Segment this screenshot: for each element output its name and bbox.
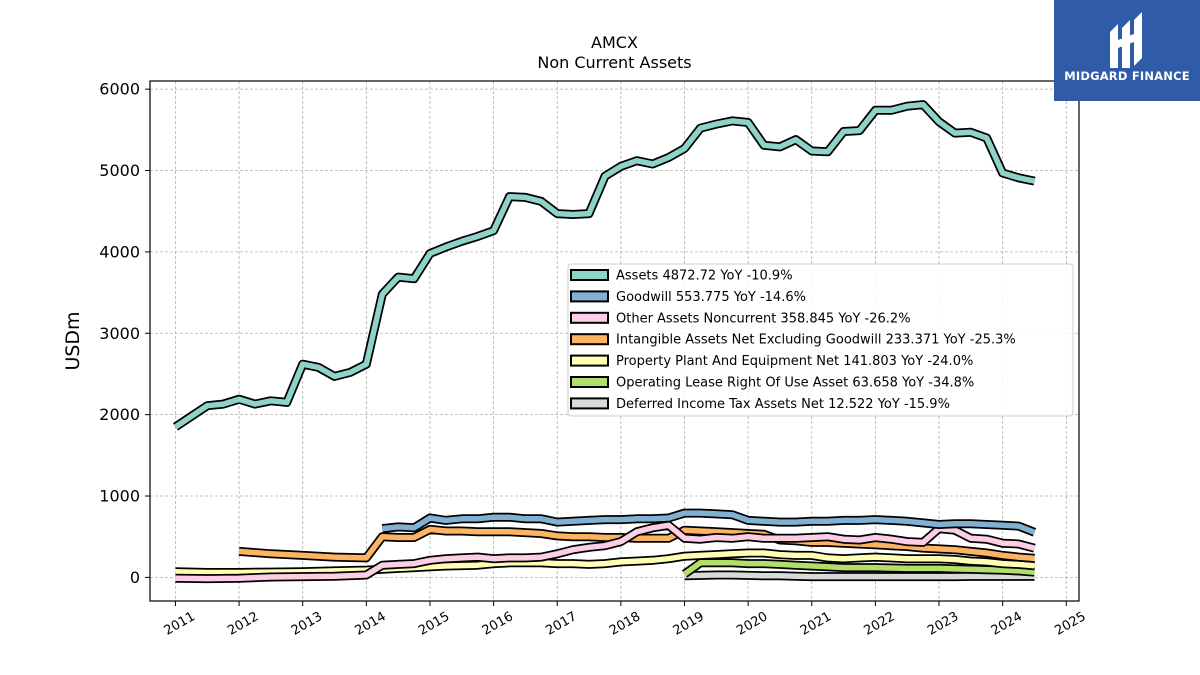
legend-swatch — [570, 354, 609, 367]
legend-box — [567, 263, 1074, 417]
legend-swatch — [570, 269, 609, 281]
x-tick-label: 2024 — [989, 609, 1025, 639]
legend-entry: Deferred Income Tax Assets Net 12.522 Yo… — [616, 397, 950, 412]
x-tick-label: 2014 — [353, 609, 389, 639]
plot-frame — [149, 80, 1080, 602]
x-tick-label: 2020 — [734, 609, 770, 639]
x-tick-label: 2022 — [862, 609, 898, 639]
legend-swatch — [570, 311, 609, 324]
series-goodwill — [381, 508, 1037, 537]
logo-text: MIDGARD FINANCE — [1064, 69, 1190, 83]
y-tick-label: 5000 — [99, 161, 140, 180]
series-operating-lease-right-of-use-asset — [681, 558, 1035, 578]
legend-swatch — [570, 333, 609, 346]
legend: Assets 4872.72 YoY -10.9% Goodwill 553.77… — [567, 263, 1074, 417]
legend-entry: Operating Lease Right Of Use Asset 63.65… — [616, 376, 974, 391]
legend-entry: Assets 4872.72 YoY -10.9% — [616, 269, 793, 284]
brand-logo: MIDGARD FINANCE — [1054, 0, 1200, 101]
legend-entry: Property Plant And Equipment Net 141.803… — [616, 354, 973, 369]
y-tick-label: 1000 — [99, 487, 140, 506]
y-tick-label: 6000 — [99, 80, 140, 99]
x-tick-label: 2017 — [543, 609, 579, 639]
y-tick-label: 3000 — [99, 324, 140, 343]
series-line — [684, 572, 1035, 580]
logo-mark-icon — [1110, 12, 1142, 68]
series-line — [175, 522, 1036, 582]
y-tick-label: 2000 — [99, 405, 140, 424]
x-tick-label: 2025 — [1052, 609, 1088, 639]
series-assets — [173, 100, 1036, 431]
x-tick-label: 2013 — [289, 609, 325, 639]
legend-entry: Goodwill 553.775 YoY -14.6% — [616, 290, 806, 305]
y-axis-label: USDm — [62, 311, 84, 370]
x-tick-label: 2016 — [480, 609, 516, 639]
legend-entry: Intangible Assets Net Excluding Goodwill… — [616, 333, 1016, 348]
series-line — [382, 510, 1036, 535]
series-intangible-assets-net-excluding-goodwill — [238, 524, 1035, 563]
series-line — [238, 526, 1035, 562]
x-tick-label: 2012 — [225, 609, 261, 639]
x-tick-label: 2015 — [416, 609, 452, 639]
chart-title: AMCX — [591, 33, 638, 52]
x-tick-label: 2019 — [671, 609, 707, 639]
x-tick-label: 2018 — [607, 609, 643, 639]
y-tick-label: 0 — [130, 568, 140, 587]
x-tick-label: 2023 — [925, 609, 961, 639]
legend-swatch — [570, 376, 609, 388]
legend-entry: Other Assets Noncurrent 358.845 YoY -26.… — [616, 311, 911, 326]
y-tick-label: 4000 — [99, 242, 140, 261]
x-tick-label: 2011 — [162, 609, 198, 639]
y-axis: 0 1000 2000 3000 4000 5000 6000 — [99, 80, 150, 587]
x-axis: 2011 2012 2013 2014 2015 2016 2017 2018 2019 2020… — [162, 601, 1089, 639]
legend-swatch — [570, 397, 609, 410]
series-group — [173, 100, 1037, 584]
series-other-assets-noncurrent — [175, 520, 1036, 584]
series-deferred-income-tax-assets-net — [684, 570, 1035, 582]
chart-subtitle: Non Current Assets — [537, 53, 691, 72]
legend-swatch — [570, 290, 609, 303]
x-tick-label: 2021 — [798, 609, 834, 639]
series-line — [682, 560, 1035, 577]
series-line — [173, 101, 1036, 430]
